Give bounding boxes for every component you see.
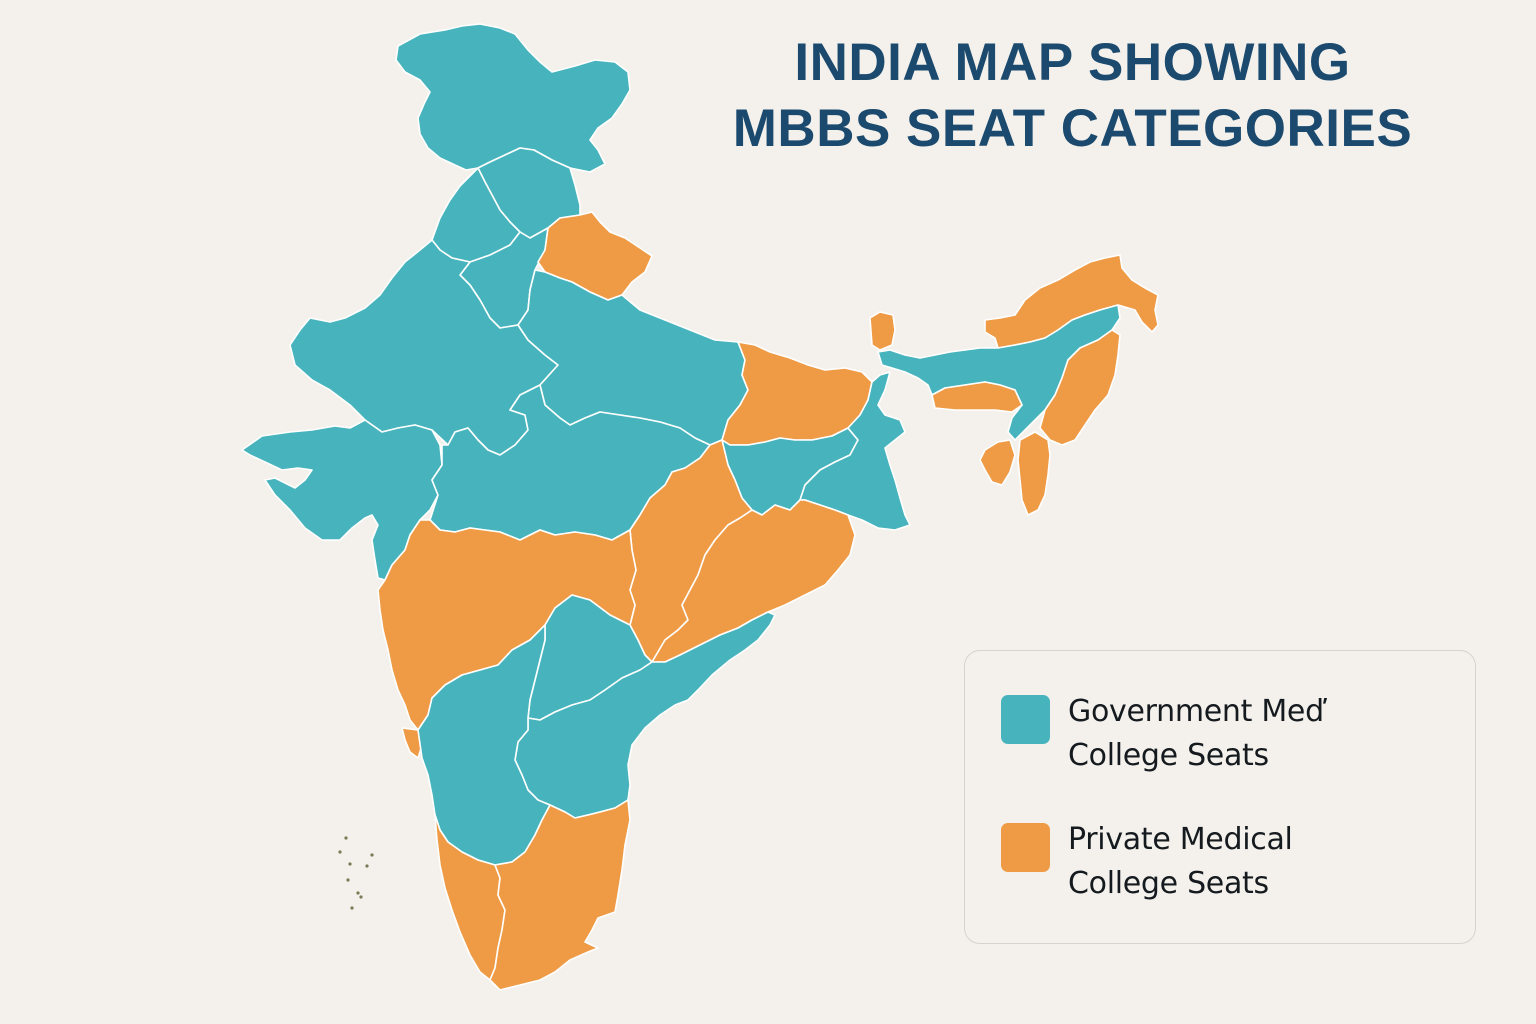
lakshadweep-islands — [338, 836, 374, 910]
region-mizoram — [1017, 431, 1051, 516]
region-sikkim — [869, 311, 896, 351]
legend-label-line: Government Meď — [1068, 694, 1324, 729]
map-title: INDIA MAP SHOWING MBBS SEAT CATEGORIES — [700, 30, 1445, 162]
title-line-2: MBBS SEAT CATEGORIES — [732, 99, 1413, 158]
legend-label-line: College Seats — [1068, 738, 1269, 773]
swatch-private — [1001, 823, 1050, 872]
region-andhra-pradesh — [514, 611, 776, 819]
region-meghalaya — [931, 381, 1023, 413]
region-tripura — [979, 439, 1016, 486]
region-nagaland-manipur — [1039, 329, 1121, 446]
legend-label-government: Government Meď College Seats — [1068, 690, 1358, 778]
region-gujarat — [241, 419, 443, 581]
legend-label-line: College Seats — [1068, 866, 1269, 901]
title-line-1: INDIA MAP SHOWING — [794, 33, 1351, 92]
legend-item-government: Government Meď College Seats — [1001, 694, 1358, 778]
legend-item-private: Private Medical College Seats — [1001, 822, 1358, 906]
region-jammu-kashmir — [395, 23, 631, 173]
region-tamil-nadu — [489, 799, 631, 991]
legend-label-private: Private Medical College Seats — [1068, 818, 1358, 906]
swatch-government — [1001, 695, 1050, 744]
legend-label-line: Private Medical — [1068, 822, 1293, 857]
legend: Government Meď College Seats Private Med… — [964, 650, 1476, 944]
region-west-bengal — [799, 371, 911, 531]
